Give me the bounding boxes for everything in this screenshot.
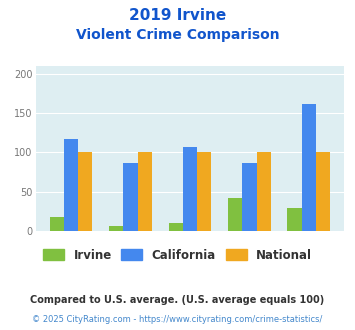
Bar <box>138 152 152 231</box>
Bar <box>169 223 183 231</box>
Bar <box>302 104 316 231</box>
Bar <box>64 139 78 231</box>
Bar <box>183 147 197 231</box>
Bar <box>197 152 211 231</box>
Text: Compared to U.S. average. (U.S. average equals 100): Compared to U.S. average. (U.S. average … <box>31 295 324 305</box>
Text: 2019 Irvine: 2019 Irvine <box>129 8 226 23</box>
Bar <box>242 163 257 231</box>
Bar <box>228 198 242 231</box>
Text: Violent Crime Comparison: Violent Crime Comparison <box>76 28 279 42</box>
Bar <box>316 152 330 231</box>
Bar <box>257 152 271 231</box>
Text: © 2025 CityRating.com - https://www.cityrating.com/crime-statistics/: © 2025 CityRating.com - https://www.city… <box>32 315 323 324</box>
Legend: Irvine, California, National: Irvine, California, National <box>38 244 317 266</box>
Bar <box>109 225 123 231</box>
Bar <box>78 152 92 231</box>
Bar <box>50 217 64 231</box>
Bar <box>288 208 302 231</box>
Bar <box>123 163 138 231</box>
